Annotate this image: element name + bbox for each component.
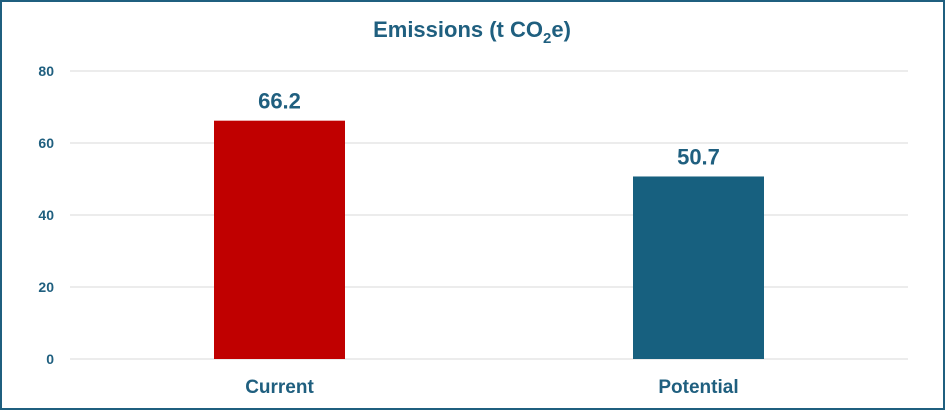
data-label-potential: 50.7 xyxy=(677,144,720,169)
x-axis: Current Potential xyxy=(245,377,738,398)
bar-potential xyxy=(633,176,764,359)
chart-title-suffix: e) xyxy=(551,17,571,42)
chart-title-main: Emissions (t CO xyxy=(373,17,543,42)
y-tick-label: 60 xyxy=(38,135,54,151)
bar-current xyxy=(214,120,345,360)
y-tick-label: 80 xyxy=(38,63,54,79)
chart-title: Emissions (t CO2e) xyxy=(373,17,571,47)
x-category-label: Potential xyxy=(658,377,738,398)
y-axis: 0 20 40 60 80 xyxy=(38,63,54,367)
x-category-label: Current xyxy=(245,377,314,398)
data-labels: 66.2 50.7 xyxy=(258,89,720,170)
y-tick-label: 40 xyxy=(38,207,54,223)
y-tick-label: 20 xyxy=(38,279,54,295)
bars xyxy=(214,120,764,360)
gridlines xyxy=(70,70,908,360)
chart-title-subscript: 2 xyxy=(543,30,551,47)
y-tick-label: 0 xyxy=(46,351,54,367)
data-label-current: 66.2 xyxy=(258,89,301,114)
